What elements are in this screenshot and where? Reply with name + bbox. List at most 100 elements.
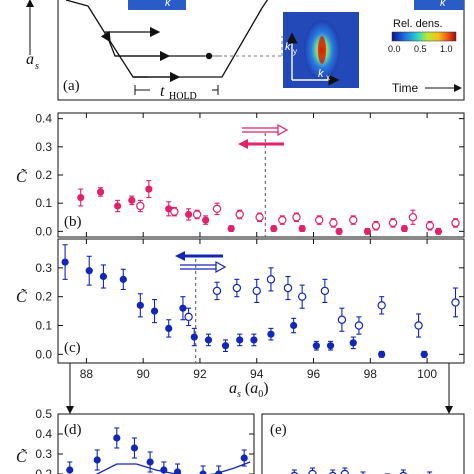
y-tick-label: 0.2 <box>35 290 52 304</box>
data-point-filled <box>267 330 275 338</box>
thold-label-bg <box>150 82 212 98</box>
data-point-open <box>266 275 276 284</box>
panel-c-xlabel: as (a0) <box>229 380 269 400</box>
data-point-filled <box>61 258 69 266</box>
data-point-open <box>136 201 145 211</box>
hold-endpoint <box>205 52 213 60</box>
top-inset-image <box>128 0 186 10</box>
data-point-open <box>235 210 244 219</box>
x-tick-label: 98 <box>364 367 378 381</box>
data-point-filled <box>298 224 306 233</box>
data-point-filled <box>236 336 244 344</box>
sweep-down-arrow-c <box>175 251 185 261</box>
y-tick-label: 0.1 <box>35 196 52 210</box>
x-tick-label: 88 <box>80 367 94 381</box>
y-tick-label: 0.3 <box>35 447 52 461</box>
data-point-filled <box>145 185 153 193</box>
panel-e: (e) <box>261 413 465 474</box>
panel-label-d: (d) <box>64 422 82 438</box>
inset-ky-sub: y <box>293 47 297 56</box>
colorbar <box>391 31 457 42</box>
data-point-open <box>388 218 398 228</box>
y-tick-label: 0.4 <box>35 112 52 126</box>
schematic-frame <box>57 0 465 101</box>
data-point-filled <box>173 468 182 474</box>
data-point-filled <box>270 224 278 233</box>
schematic-y-sub: s <box>35 61 39 72</box>
inset-ky-label: k <box>285 41 291 53</box>
data-point-filled <box>96 188 105 196</box>
data-point-open <box>308 469 317 474</box>
panel-label-c: (c) <box>64 340 81 356</box>
colorbar-tick-0: 0.0 <box>388 44 401 54</box>
colorbar-tick-2: 1.0 <box>440 44 453 54</box>
data-point-filled <box>119 275 127 283</box>
x-tick-label: 90 <box>136 367 150 381</box>
right-inset-image <box>414 0 464 10</box>
data-point-open <box>232 283 242 293</box>
data-point-filled <box>179 304 187 312</box>
data-point-open <box>451 298 460 307</box>
data-point-filled <box>290 321 298 330</box>
data-point-filled <box>93 456 101 464</box>
y-tick-label: 0.0 <box>35 347 52 361</box>
x-tick-label: 96 <box>307 367 321 381</box>
data-point-open <box>315 215 324 225</box>
time-label: Time <box>392 81 419 95</box>
data-point-open <box>354 321 364 330</box>
data-point-filled <box>130 444 139 452</box>
panel-e-frame <box>261 413 465 474</box>
data-point-filled <box>77 193 85 202</box>
data-point-filled <box>326 342 335 350</box>
inset-kx-sub: x <box>326 73 330 82</box>
panel-d: C̃ (d) 0.2 0.3 0.4 0.5 <box>16 407 255 474</box>
data-point-open <box>283 283 293 293</box>
data-point-open <box>414 321 423 330</box>
data-point-open <box>371 221 381 230</box>
panel-c-ylabel: C̃ <box>16 288 27 306</box>
schematic-y-label: a <box>26 51 34 68</box>
x-tick-label: 92 <box>193 367 207 381</box>
y-tick-label: 0.2 <box>35 168 52 182</box>
thold-label: t <box>160 83 165 100</box>
data-point-open <box>408 213 418 222</box>
data-point-filled <box>227 224 235 233</box>
colorbar-tick-1: 0.5 <box>414 44 427 54</box>
thold-sub: HOLD <box>169 91 197 102</box>
data-point-open <box>349 215 358 225</box>
density-inset: k y k x <box>283 12 359 88</box>
data-point-open <box>320 286 330 296</box>
data-point-filled <box>335 227 343 235</box>
data-point-filled <box>221 342 230 350</box>
data-point-open <box>337 315 347 324</box>
data-point-filled <box>434 227 443 235</box>
data-point-filled <box>150 307 159 315</box>
data-point-open <box>255 213 264 222</box>
data-point-filled <box>312 342 320 350</box>
data-point-filled <box>66 466 74 474</box>
data-point-filled <box>363 227 372 235</box>
panel-d-ylabel: C̃ <box>16 448 27 466</box>
panel-d-frame <box>57 413 255 474</box>
data-point-open <box>377 301 386 310</box>
y-tick-label: 0.3 <box>35 261 52 275</box>
sweep-arrows-c <box>175 251 227 274</box>
inset-kx-label: k <box>318 68 324 80</box>
sweep-arrows-b <box>238 123 289 149</box>
data-point-filled <box>215 470 223 474</box>
data-point-filled <box>400 224 408 233</box>
data-point-open <box>212 204 222 214</box>
x-tick-label: 94 <box>250 367 264 381</box>
data-point-open <box>278 215 287 225</box>
ramp-paths <box>65 0 269 83</box>
data-point-filled <box>136 301 144 309</box>
data-point-filled <box>204 336 213 344</box>
data-point-open <box>329 218 338 228</box>
x-tick-label: 100 <box>417 367 437 381</box>
sweep-down-arrow-b <box>238 139 248 149</box>
data-point-filled <box>190 333 198 341</box>
y-tick-label: 0.4 <box>35 427 52 441</box>
y-tick-label: 0.0 <box>35 224 52 238</box>
panel-b: C̃ (b) 0.0 0.1 0.2 0.3 0.4 <box>16 112 465 238</box>
